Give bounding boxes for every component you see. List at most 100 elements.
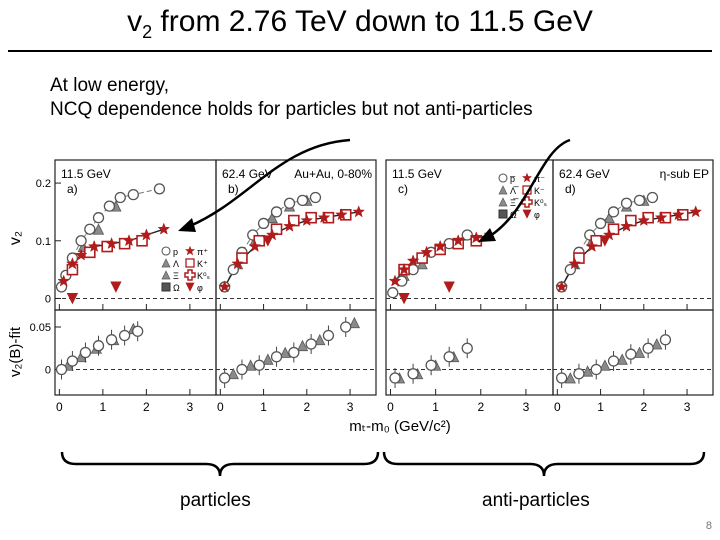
brace-anti-particles: [382, 451, 706, 477]
data-point-star: [218, 280, 232, 293]
annotation-arrow-anti-particles: [489, 138, 571, 238]
slide-title: v2 from 2.76 TeV down to 11.5 GeV: [127, 5, 593, 42]
legend-label: φ: [197, 283, 203, 293]
data-point-star: [283, 219, 296, 232]
x-tick-label: 2: [640, 400, 647, 414]
panel-tag: a): [67, 182, 78, 196]
legend-marker-filled-square: [161, 282, 171, 292]
residual-point-triangle: [581, 365, 594, 377]
panel-frame-top: [215, 159, 377, 311]
data-point-circle: [153, 183, 166, 195]
legend-label: K⁰ₛ: [534, 198, 547, 208]
data-point-star: [57, 274, 71, 287]
x-tick-label: 1: [100, 400, 107, 414]
data-point-circle: [594, 217, 607, 230]
legend-label: π⁻: [534, 174, 545, 184]
legend-marker: [185, 282, 195, 292]
data-point-circle: [646, 191, 659, 204]
slide-subtitle: At low energy, NCQ dependence holds for …: [50, 74, 533, 122]
legend-marker: [185, 258, 195, 268]
data-point-triangle: [92, 223, 105, 235]
x-tick-label: 2: [143, 400, 150, 414]
panel-frame-top: [552, 159, 714, 311]
data-point-star: [654, 210, 668, 224]
data-point-star: [300, 213, 314, 226]
x-tick-label: 3: [187, 400, 194, 414]
data-point-star: [689, 205, 703, 218]
legend-marker: [161, 246, 171, 256]
residual-point-circle: [218, 372, 231, 384]
data-point-star: [388, 274, 402, 287]
brace-label-particles: particles: [180, 490, 251, 511]
legend-marker: [498, 185, 508, 195]
y-tick-label-top: 0.2: [36, 178, 51, 190]
data-point-circle: [114, 191, 126, 204]
residual-point-circle: [288, 346, 300, 359]
data-point-star: [672, 208, 685, 221]
residual-point-circle: [659, 334, 672, 346]
residual-point-circle: [92, 340, 105, 352]
annotation-arrow-particles: [189, 138, 351, 228]
data-point-circle: [270, 206, 283, 218]
data-point-square: [84, 246, 96, 259]
legend-marker: [161, 270, 171, 280]
legend-label: Ξ̅: [510, 198, 519, 208]
panel-energy-label: 62.4 GeV: [222, 167, 273, 181]
subtitle-line-2: NCQ dependence holds for particles but n…: [50, 99, 533, 120]
baryon-fit-curve: [61, 188, 160, 288]
data-point-circle: [103, 200, 116, 212]
residual-point-circle: [425, 359, 437, 371]
data-point-star: [157, 222, 171, 235]
legend-marker: [521, 172, 533, 183]
data-point-circle: [257, 217, 270, 230]
residual-point-circle: [642, 342, 654, 354]
legend-label: φ: [534, 210, 540, 220]
residual-point-triangle: [616, 353, 628, 365]
x-tick-label: 0: [387, 400, 394, 414]
residual-point-circle: [607, 355, 620, 367]
legend-label: K⁺: [197, 259, 208, 269]
data-point-circle: [92, 212, 105, 224]
x-tick-label: 1: [597, 400, 604, 414]
residual-point-circle: [340, 321, 352, 333]
x-tick-label: 0: [554, 400, 561, 414]
bottom-y-axis-label: v₂(B)-fit: [7, 326, 24, 377]
panel-frame-bottom: [552, 309, 714, 396]
data-point-star: [451, 234, 465, 247]
y-tick-label-top: 0: [45, 293, 51, 305]
x-tick-label: 1: [432, 400, 439, 414]
residual-point-circle: [305, 338, 317, 350]
brace-particles: [60, 451, 380, 477]
x-tick-label: 2: [477, 400, 484, 414]
residual-point-circle: [79, 346, 92, 359]
data-point-circle: [75, 235, 87, 247]
x-tick-label: 0: [56, 400, 63, 414]
data-point-circle: [296, 194, 309, 207]
data-point-star: [620, 219, 633, 232]
residual-point-circle: [270, 351, 283, 363]
residual-point-circle: [236, 363, 248, 376]
y-tick-label-bottom: 0: [45, 365, 51, 377]
data-point-down-triangle: [110, 281, 122, 293]
legend-marker: [498, 173, 508, 183]
panel-tag: b): [228, 182, 239, 196]
residual-point-triangle: [314, 333, 326, 346]
panel-tag: d): [565, 182, 576, 196]
residual-point-circle: [118, 329, 131, 342]
panel-frame-bottom: [215, 309, 377, 396]
data-point-star: [469, 231, 483, 244]
data-point-circle: [607, 206, 620, 218]
data-point-star: [352, 205, 366, 218]
data-point-down-triangle: [443, 281, 455, 293]
data-point-star: [231, 257, 244, 270]
data-point-circle: [309, 191, 322, 204]
residual-point-circle: [555, 372, 568, 384]
residual-point-triangle: [348, 316, 361, 329]
residual-point-triangle: [227, 367, 239, 380]
legend-marker: [161, 258, 171, 268]
x-tick-label: 0: [217, 400, 224, 414]
data-point-star: [406, 254, 420, 267]
slide-number: 8: [705, 520, 712, 532]
legend-label: Λ: [173, 259, 179, 269]
residual-point-circle: [389, 372, 401, 384]
